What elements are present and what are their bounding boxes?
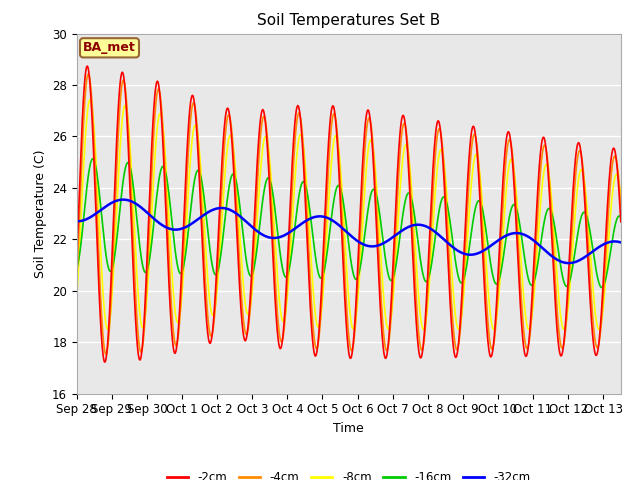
-16cm [282, 274, 289, 280]
-32cm [168, 226, 175, 232]
-8cm [135, 302, 143, 308]
-2cm [607, 162, 614, 168]
-2cm [83, 63, 91, 69]
-4cm [548, 217, 556, 223]
-4cm [305, 261, 313, 267]
-4cm [84, 71, 92, 77]
-32cm [565, 260, 573, 266]
-16cm [305, 203, 313, 208]
Y-axis label: Soil Temperature (C): Soil Temperature (C) [33, 149, 47, 278]
-8cm [168, 259, 175, 264]
-8cm [607, 212, 614, 217]
-2cm [73, 255, 81, 261]
-32cm [120, 197, 127, 203]
Line: -4cm: -4cm [77, 74, 621, 354]
Legend: -2cm, -4cm, -8cm, -16cm, -32cm: -2cm, -4cm, -8cm, -16cm, -32cm [162, 466, 536, 480]
-4cm [617, 204, 625, 209]
-16cm [73, 265, 81, 271]
-8cm [617, 194, 625, 200]
-8cm [86, 97, 94, 103]
-32cm [305, 216, 313, 222]
Line: -2cm: -2cm [77, 66, 621, 362]
-8cm [73, 294, 81, 300]
-8cm [548, 198, 556, 204]
-16cm [89, 156, 97, 162]
-4cm [102, 351, 109, 357]
-32cm [607, 239, 614, 245]
-32cm [617, 240, 625, 245]
-4cm [607, 180, 614, 186]
-2cm [282, 293, 290, 299]
-2cm [305, 286, 313, 292]
-8cm [305, 223, 313, 229]
Line: -32cm: -32cm [77, 200, 621, 263]
-8cm [282, 310, 289, 315]
-2cm [617, 219, 625, 225]
-4cm [282, 307, 290, 312]
-2cm [168, 326, 175, 332]
-32cm [548, 253, 556, 259]
-4cm [73, 278, 81, 284]
-32cm [73, 218, 81, 224]
-16cm [617, 215, 625, 220]
Line: -8cm: -8cm [77, 100, 621, 329]
-2cm [135, 356, 143, 362]
-16cm [168, 213, 175, 218]
-4cm [135, 343, 143, 348]
-16cm [598, 285, 605, 290]
-2cm [101, 359, 109, 365]
X-axis label: Time: Time [333, 422, 364, 435]
Text: BA_met: BA_met [83, 41, 136, 54]
-32cm [135, 203, 143, 209]
Line: -16cm: -16cm [77, 159, 621, 288]
-8cm [560, 326, 568, 332]
-16cm [548, 210, 556, 216]
-16cm [607, 249, 614, 255]
Title: Soil Temperatures Set B: Soil Temperatures Set B [257, 13, 440, 28]
-4cm [168, 303, 175, 309]
-16cm [135, 237, 143, 243]
-32cm [282, 232, 289, 238]
-2cm [548, 236, 556, 242]
